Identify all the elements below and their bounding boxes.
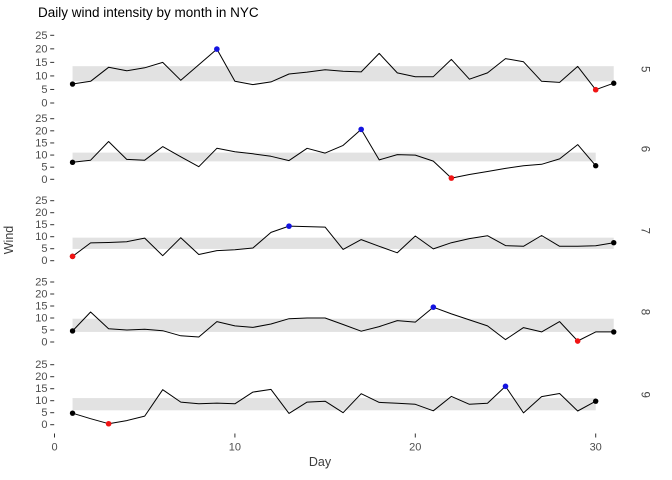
min-point-month-9 — [105, 420, 112, 427]
y-tick-label: 5 — [41, 407, 47, 419]
y-tick-label: 15 — [35, 383, 47, 395]
y-tick-label: 25 — [35, 277, 47, 289]
y-tick-label: 5 — [41, 325, 47, 337]
mean-band-month-7 — [72, 237, 614, 249]
max-point-month-7 — [286, 223, 292, 229]
y-tick-label: 10 — [35, 150, 47, 162]
min-point-month-6 — [448, 175, 455, 181]
endpoint-month-6-day-30 — [593, 163, 599, 169]
mean-band-month-5 — [72, 66, 614, 82]
min-point-month-8 — [574, 338, 581, 344]
y-tick-label: 20 — [35, 207, 47, 219]
endpoint-month-6-day-1 — [69, 159, 76, 166]
y-tick-label: 25 — [35, 30, 47, 42]
endpoint-month-7-day-31 — [611, 240, 617, 246]
y-tick-label: 15 — [35, 219, 47, 231]
min-point-month-7 — [69, 253, 76, 260]
endpoint-month-9-day-30 — [593, 398, 599, 404]
mean-band-month-6 — [72, 152, 596, 162]
facet-strip-label-5: 5 — [639, 66, 651, 72]
wind-line-month-5 — [72, 48, 615, 91]
y-tick-label: 5 — [41, 84, 47, 96]
max-point-month-5 — [214, 46, 220, 52]
x-tick-label: 20 — [409, 442, 421, 454]
y-tick-label: 0 — [41, 337, 47, 349]
facet-strip-label-7: 7 — [639, 227, 651, 233]
y-axis-title: Wind — [2, 225, 16, 255]
y-tick-label: 10 — [35, 313, 47, 325]
facet-strip-label-6: 6 — [639, 146, 651, 152]
endpoint-month-5-day-1 — [69, 81, 76, 87]
y-tick-label: 20 — [35, 43, 47, 55]
y-tick-label: 15 — [35, 57, 47, 69]
endpoint-month-8-day-1 — [69, 328, 76, 334]
y-tick-label: 0 — [41, 419, 47, 431]
wind-line-month-6 — [72, 128, 597, 179]
x-axis-title: Day — [308, 455, 332, 469]
chart-title: Daily wind intensity by month in NYC — [38, 5, 259, 20]
x-tick-label: 0 — [51, 442, 57, 454]
y-tick-label: 10 — [35, 231, 47, 243]
wind-line-month-7 — [72, 225, 615, 257]
min-point-month-5 — [592, 86, 599, 93]
endpoint-month-9-day-1 — [69, 410, 76, 416]
max-point-month-9 — [502, 383, 509, 390]
facet-strip-label-9: 9 — [639, 391, 651, 397]
mean-band-month-9 — [72, 398, 596, 411]
x-tick-label: 10 — [229, 442, 241, 454]
y-tick-label: 0 — [41, 98, 47, 110]
max-point-month-8 — [430, 304, 437, 311]
max-point-month-6 — [358, 126, 364, 133]
y-tick-label: 15 — [35, 137, 47, 149]
y-tick-label: 25 — [35, 113, 47, 125]
y-tick-label: 15 — [35, 301, 47, 313]
y-tick-label: 0 — [41, 174, 47, 186]
wind-line-month-9 — [72, 385, 597, 425]
y-tick-label: 20 — [35, 125, 47, 137]
y-tick-label: 20 — [35, 371, 47, 383]
y-tick-label: 25 — [35, 195, 47, 207]
y-tick-label: 20 — [35, 289, 47, 301]
endpoint-month-8-day-31 — [611, 329, 617, 335]
wind-line-month-8 — [72, 306, 615, 342]
y-tick-label: 0 — [41, 255, 47, 267]
y-tick-label: 10 — [35, 70, 47, 82]
mean-band-month-8 — [72, 318, 614, 332]
y-tick-label: 10 — [35, 395, 47, 407]
x-tick-label: 30 — [590, 442, 602, 454]
y-tick-label: 5 — [41, 162, 47, 174]
y-tick-label: 5 — [41, 243, 47, 255]
facet-strip-label-8: 8 — [639, 309, 651, 315]
y-tick-label: 25 — [35, 359, 47, 371]
endpoint-month-5-day-31 — [611, 80, 617, 86]
